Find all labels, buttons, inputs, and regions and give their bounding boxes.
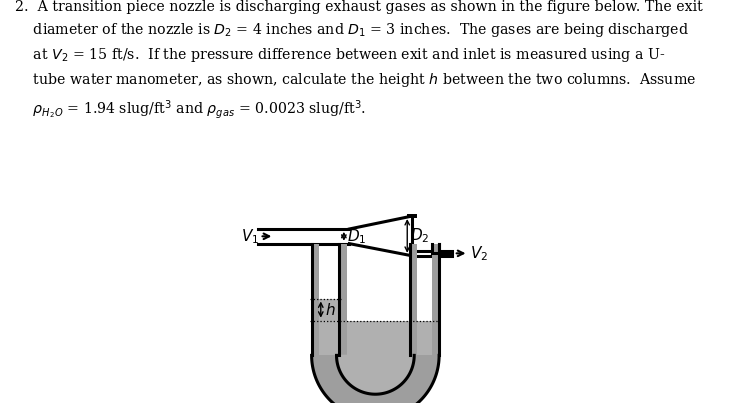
Bar [432, 244, 439, 355]
Text: $V_2$: $V_2$ [470, 244, 488, 263]
Bar [311, 244, 319, 355]
Text: 2.  A transition piece nozzle is discharging exhaust gases as shown in the figur: 2. A transition piece nozzle is discharg… [15, 0, 703, 121]
Polygon shape [337, 355, 414, 394]
Bar [346, 320, 410, 355]
Text: $h$: $h$ [326, 301, 336, 318]
Bar [340, 244, 346, 355]
Polygon shape [311, 355, 439, 403]
Bar [319, 299, 340, 355]
Text: $D_1$: $D_1$ [346, 227, 366, 246]
Text: $D_2$: $D_2$ [410, 226, 430, 245]
Bar [410, 244, 417, 355]
Text: $V_1$: $V_1$ [242, 227, 260, 246]
Bar [417, 320, 432, 355]
